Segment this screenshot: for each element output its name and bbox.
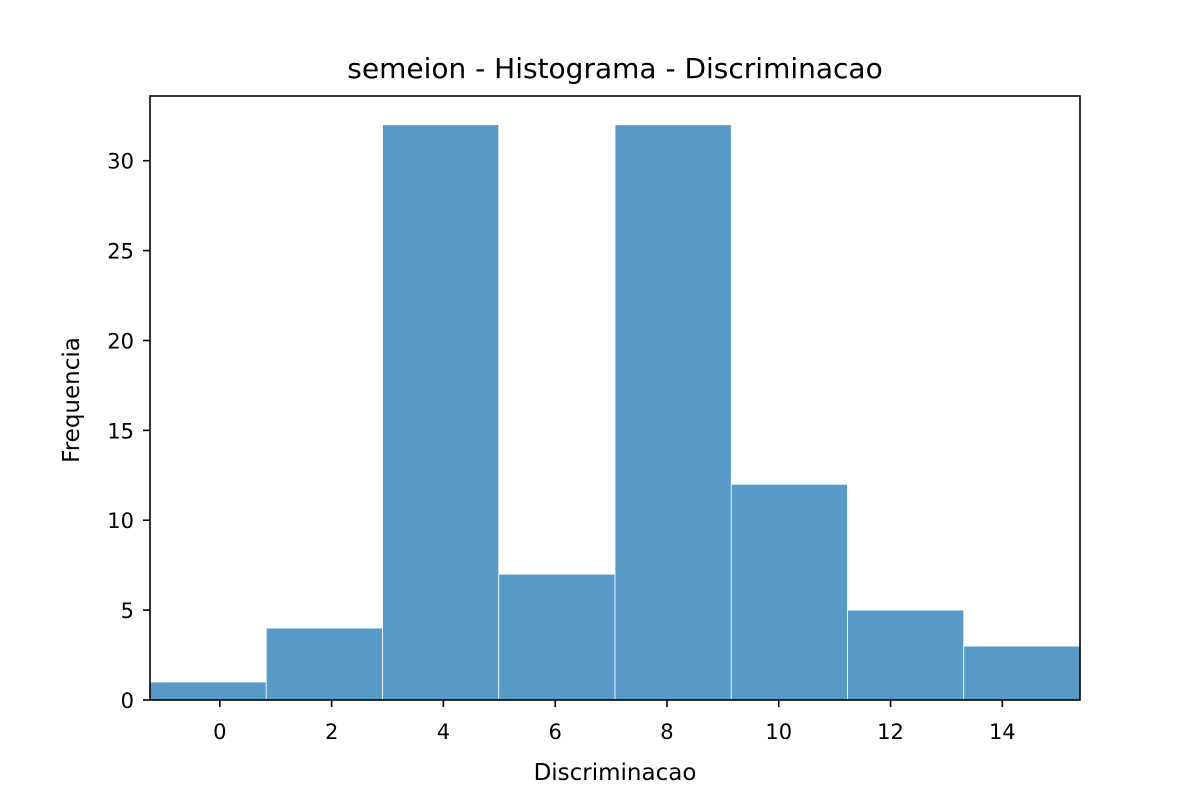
histogram-bar-2 (382, 124, 500, 701)
x-tick-label: 0 (213, 720, 226, 744)
x-tick-label: 10 (765, 720, 792, 744)
chart-title: semeion - Histograma - Discriminacao (347, 52, 882, 85)
y-axis-ticks: 0 5 10 15 20 25 30 (107, 150, 150, 713)
histogram-bar-7 (963, 645, 1081, 701)
x-tick-label: 14 (989, 720, 1016, 744)
x-tick-label: 8 (660, 720, 673, 744)
bars-layer (149, 124, 1081, 701)
y-axis-label: Frequencia (59, 337, 85, 463)
histogram-bar-6 (847, 609, 965, 701)
y-tick-label: 25 (107, 240, 134, 264)
x-tick-label: 12 (877, 720, 904, 744)
x-tick-label: 6 (549, 720, 562, 744)
histogram-bar-3 (498, 573, 616, 701)
x-tick-label: 2 (325, 720, 338, 744)
y-tick-label: 0 (121, 689, 134, 713)
y-tick-label: 20 (107, 329, 134, 353)
histogram-bar-1 (265, 627, 383, 701)
histogram-bar-0 (149, 681, 267, 701)
x-axis-ticks: 0 2 4 6 8 10 12 14 (213, 700, 1016, 744)
plot-frame (149, 95, 1081, 701)
y-tick-label: 30 (107, 150, 134, 174)
y-tick-label: 5 (121, 599, 134, 623)
x-axis-label: Discriminacao (534, 760, 697, 786)
y-tick-label: 10 (107, 509, 134, 533)
x-tick-label: 4 (437, 720, 450, 744)
histogram-bar-5 (730, 483, 848, 701)
y-tick-label: 15 (107, 419, 134, 443)
histogram-bar-4 (614, 124, 732, 701)
